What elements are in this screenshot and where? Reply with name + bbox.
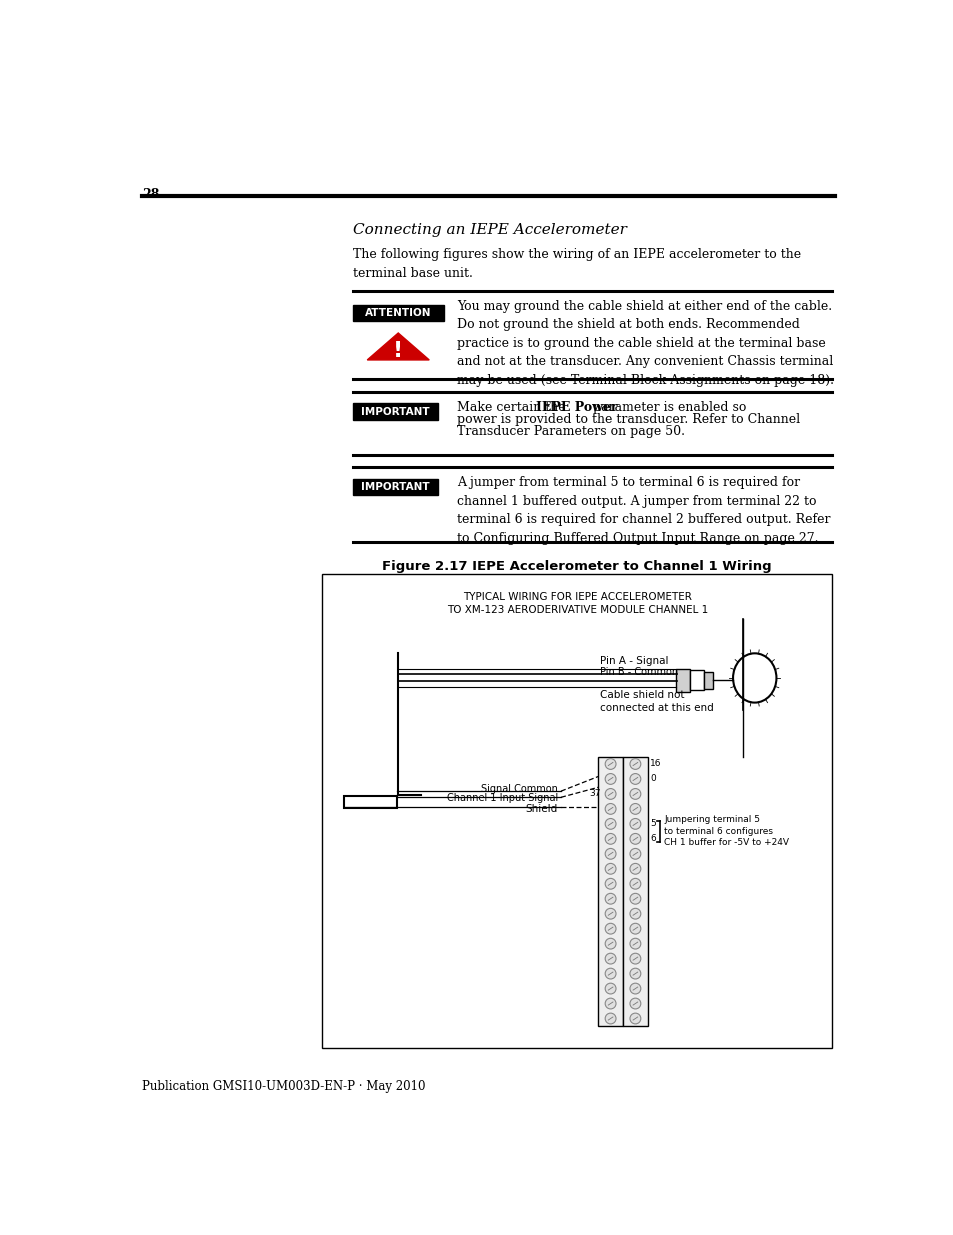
Circle shape	[629, 983, 640, 994]
Circle shape	[629, 878, 640, 889]
Circle shape	[604, 893, 616, 904]
Circle shape	[629, 804, 640, 814]
Bar	[703, 672, 712, 689]
Bar	[353, 305, 443, 321]
Text: Cable shield not
connected at this end: Cable shield not connected at this end	[599, 689, 713, 713]
Circle shape	[629, 908, 640, 919]
Text: The following figures show the wiring of an IEPE accelerometer to the
terminal b: The following figures show the wiring of…	[353, 248, 801, 280]
Circle shape	[629, 863, 640, 874]
Circle shape	[604, 1013, 616, 1024]
Circle shape	[604, 878, 616, 889]
Circle shape	[629, 924, 640, 934]
Text: Pin B - Common: Pin B - Common	[599, 667, 678, 677]
Text: 5: 5	[649, 819, 655, 829]
Circle shape	[629, 1013, 640, 1024]
Circle shape	[629, 968, 640, 979]
Text: Shield: Shield	[525, 804, 558, 814]
Text: Transducer Parameters on page 50.: Transducer Parameters on page 50.	[456, 425, 684, 438]
Text: TYPICAL WIRING FOR IEPE ACCELEROMETER: TYPICAL WIRING FOR IEPE ACCELEROMETER	[462, 593, 691, 603]
Text: Signal Common: Signal Common	[480, 784, 558, 794]
Bar	[598, 757, 622, 1026]
Text: 6: 6	[649, 835, 655, 844]
Circle shape	[629, 998, 640, 1009]
Polygon shape	[367, 333, 429, 359]
Text: A jumper from terminal 5 to terminal 6 is required for
channel 1 buffered output: A jumper from terminal 5 to terminal 6 i…	[456, 477, 830, 545]
Bar	[344, 795, 396, 808]
Bar	[322, 574, 831, 1047]
Circle shape	[604, 834, 616, 845]
Circle shape	[604, 848, 616, 860]
Text: Figure 2.17 IEPE Accelerometer to Channel 1 Wiring: Figure 2.17 IEPE Accelerometer to Channe…	[382, 561, 771, 573]
Circle shape	[604, 758, 616, 769]
Circle shape	[629, 819, 640, 829]
Bar	[353, 478, 437, 495]
Text: parameter is enabled so: parameter is enabled so	[588, 401, 745, 414]
Text: 16: 16	[649, 760, 661, 768]
Circle shape	[629, 893, 640, 904]
Text: 28: 28	[142, 188, 160, 201]
Bar	[675, 668, 689, 692]
Bar	[622, 757, 647, 1026]
Circle shape	[629, 953, 640, 965]
Text: 0: 0	[649, 774, 655, 783]
Text: TO XM-123 AERODERIVATIVE MODULE CHANNEL 1: TO XM-123 AERODERIVATIVE MODULE CHANNEL …	[446, 605, 707, 615]
Circle shape	[604, 788, 616, 799]
Text: power is provided to the transducer. Refer to Channel: power is provided to the transducer. Ref…	[456, 412, 800, 426]
Circle shape	[629, 788, 640, 799]
Circle shape	[604, 983, 616, 994]
Circle shape	[629, 758, 640, 769]
Circle shape	[604, 953, 616, 965]
Text: IMPORTANT: IMPORTANT	[360, 406, 429, 416]
Circle shape	[604, 804, 616, 814]
Text: !: !	[393, 341, 403, 361]
Circle shape	[629, 834, 640, 845]
Bar	[353, 403, 437, 420]
Circle shape	[629, 773, 640, 784]
Bar	[689, 671, 703, 690]
Text: Jumpering terminal 5
to terminal 6 configures
CH 1 buffer for -5V to +24V: Jumpering terminal 5 to terminal 6 confi…	[663, 815, 788, 847]
Circle shape	[604, 908, 616, 919]
Text: You may ground the cable shield at either end of the cable.
Do not ground the sh: You may ground the cable shield at eithe…	[456, 300, 833, 387]
Text: Channel 1 Input Signal: Channel 1 Input Signal	[446, 793, 558, 804]
Circle shape	[604, 819, 616, 829]
Text: IEPE Power: IEPE Power	[536, 401, 617, 414]
Circle shape	[604, 968, 616, 979]
Circle shape	[604, 924, 616, 934]
Text: IMPORTANT: IMPORTANT	[360, 482, 429, 492]
Text: ATTENTION: ATTENTION	[365, 308, 431, 317]
Circle shape	[604, 773, 616, 784]
Text: Publication GMSI10-UM003D-EN-P · May 2010: Publication GMSI10-UM003D-EN-P · May 201…	[142, 1079, 426, 1093]
Text: Pin A - Signal: Pin A - Signal	[599, 656, 667, 667]
Circle shape	[629, 939, 640, 948]
Circle shape	[604, 939, 616, 948]
Text: Connecting an IEPE Accelerometer: Connecting an IEPE Accelerometer	[353, 222, 626, 237]
Text: 37: 37	[588, 789, 599, 799]
Text: Make certain the: Make certain the	[456, 401, 569, 414]
Circle shape	[604, 998, 616, 1009]
Circle shape	[604, 863, 616, 874]
Circle shape	[629, 848, 640, 860]
